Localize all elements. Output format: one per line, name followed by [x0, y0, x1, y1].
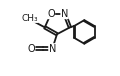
Text: N: N [49, 44, 56, 54]
Text: CH₃: CH₃ [21, 14, 38, 23]
Text: N: N [61, 9, 68, 19]
Text: O: O [27, 44, 35, 54]
Text: O: O [47, 9, 55, 19]
